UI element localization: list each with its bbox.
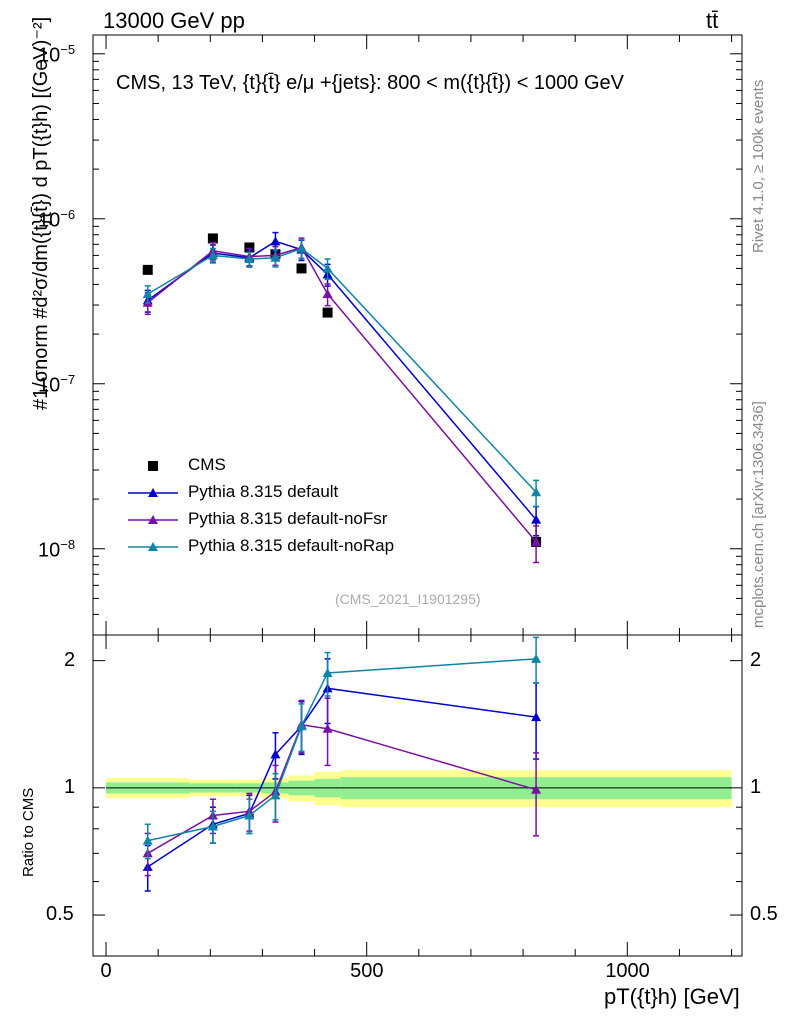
tick-exponent: −8 [60,536,76,552]
tick-exponent: −5 [60,41,76,57]
tick-base: 10 [38,209,61,232]
ratio-data-point [296,721,307,731]
ratio-y-tick-label-left: 2 [64,648,76,671]
legend-label: Pythia 8.315 default-noRap [188,536,395,555]
legend-marker-triangle [148,488,158,497]
data-point-triangle [142,288,153,298]
data-point-triangle [270,252,281,262]
ratio-bands [106,770,732,808]
data-point-square [322,307,333,318]
main-y-tick-label: 10−5 [38,42,75,68]
tick-exponent: −7 [60,371,76,387]
legend-marker-triangle [148,515,158,524]
main-series-3 [142,239,542,508]
ratio-data-point [322,667,333,677]
header-process-label: 13000 GeV pp [103,8,245,33]
legend-marker-triangle [148,542,158,551]
tick-base: 10 [38,374,61,397]
main-y-tick-label: 10−8 [38,537,75,563]
ratio-data-point [142,835,153,845]
data-series [142,231,542,892]
header-final-state-label: tt̄ [706,8,719,33]
x-axis-label: pT({t}h) [GeV] [604,984,740,1009]
ratio-data-point [207,821,218,831]
x-tick-label: 500 [350,960,384,982]
data-point-square [142,264,153,275]
data-point-square [296,263,307,274]
watermark-analysis-id: (CMS_2021_I1901295) [335,591,481,607]
legend-label: CMS [188,455,226,474]
axis-ticks [93,35,742,956]
ratio-y-tick-label-right: 2 [750,648,762,671]
ratio-y-axis-label: Ratio to CMS [20,787,37,877]
x-tick-label: 1000 [605,960,650,982]
main-plot-title: CMS, 13 TeV, {t}{t̄} e/μ +{jets}: 800 < … [116,72,624,94]
ratio-y-tick-label-left: 1 [64,775,76,798]
tick-base: 10 [38,44,61,67]
legend [128,461,178,551]
data-point-triangle [531,536,542,546]
data-point-triangle [531,487,542,497]
tick-base: 10 [38,539,61,562]
data-point-triangle [207,250,218,260]
data-point-triangle [322,288,333,298]
mcplots-label: mcplots.cern.ch [arXiv:1306.3436] [750,401,767,628]
ratio-data-point [270,790,281,800]
ratio-data-point [531,712,542,722]
data-point-triangle [322,263,333,273]
ratio-data-point [270,749,281,759]
ratio-data-point [531,653,542,663]
ratio-data-point [322,723,333,733]
legend-label: Pythia 8.315 default [188,482,339,501]
ratio-panel-frame [92,634,743,957]
ratio-y-tick-label-left: 0.5 [46,903,74,926]
ratio-y-tick-label-right: 0.5 [750,903,778,926]
ratio-series-line [147,658,537,842]
rivet-version-label: Rivet 4.1.0, ≥ 100k events [750,79,767,253]
legend-label: Pythia 8.315 default-noFsr [188,509,388,528]
main-y-tick-label: 10−7 [38,372,75,398]
main-y-tick-label: 10−6 [38,207,75,233]
data-point-square [207,233,218,244]
x-tick-label: 0 [100,960,112,982]
data-point-triangle [296,243,307,253]
ratio-series-2 [142,636,542,860]
tick-exponent: −6 [60,206,76,222]
data-point-triangle [270,236,281,246]
data-point-triangle [244,254,255,264]
ratio-y-tick-label-right: 1 [750,775,762,798]
data-point-square [244,242,255,253]
legend-marker-square [148,461,158,471]
ratio-data-point [244,810,255,820]
ratio-data-point [531,784,542,794]
data-point-triangle [531,514,542,524]
